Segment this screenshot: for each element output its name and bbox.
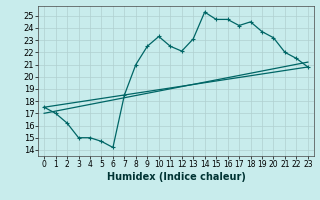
X-axis label: Humidex (Indice chaleur): Humidex (Indice chaleur) — [107, 172, 245, 182]
